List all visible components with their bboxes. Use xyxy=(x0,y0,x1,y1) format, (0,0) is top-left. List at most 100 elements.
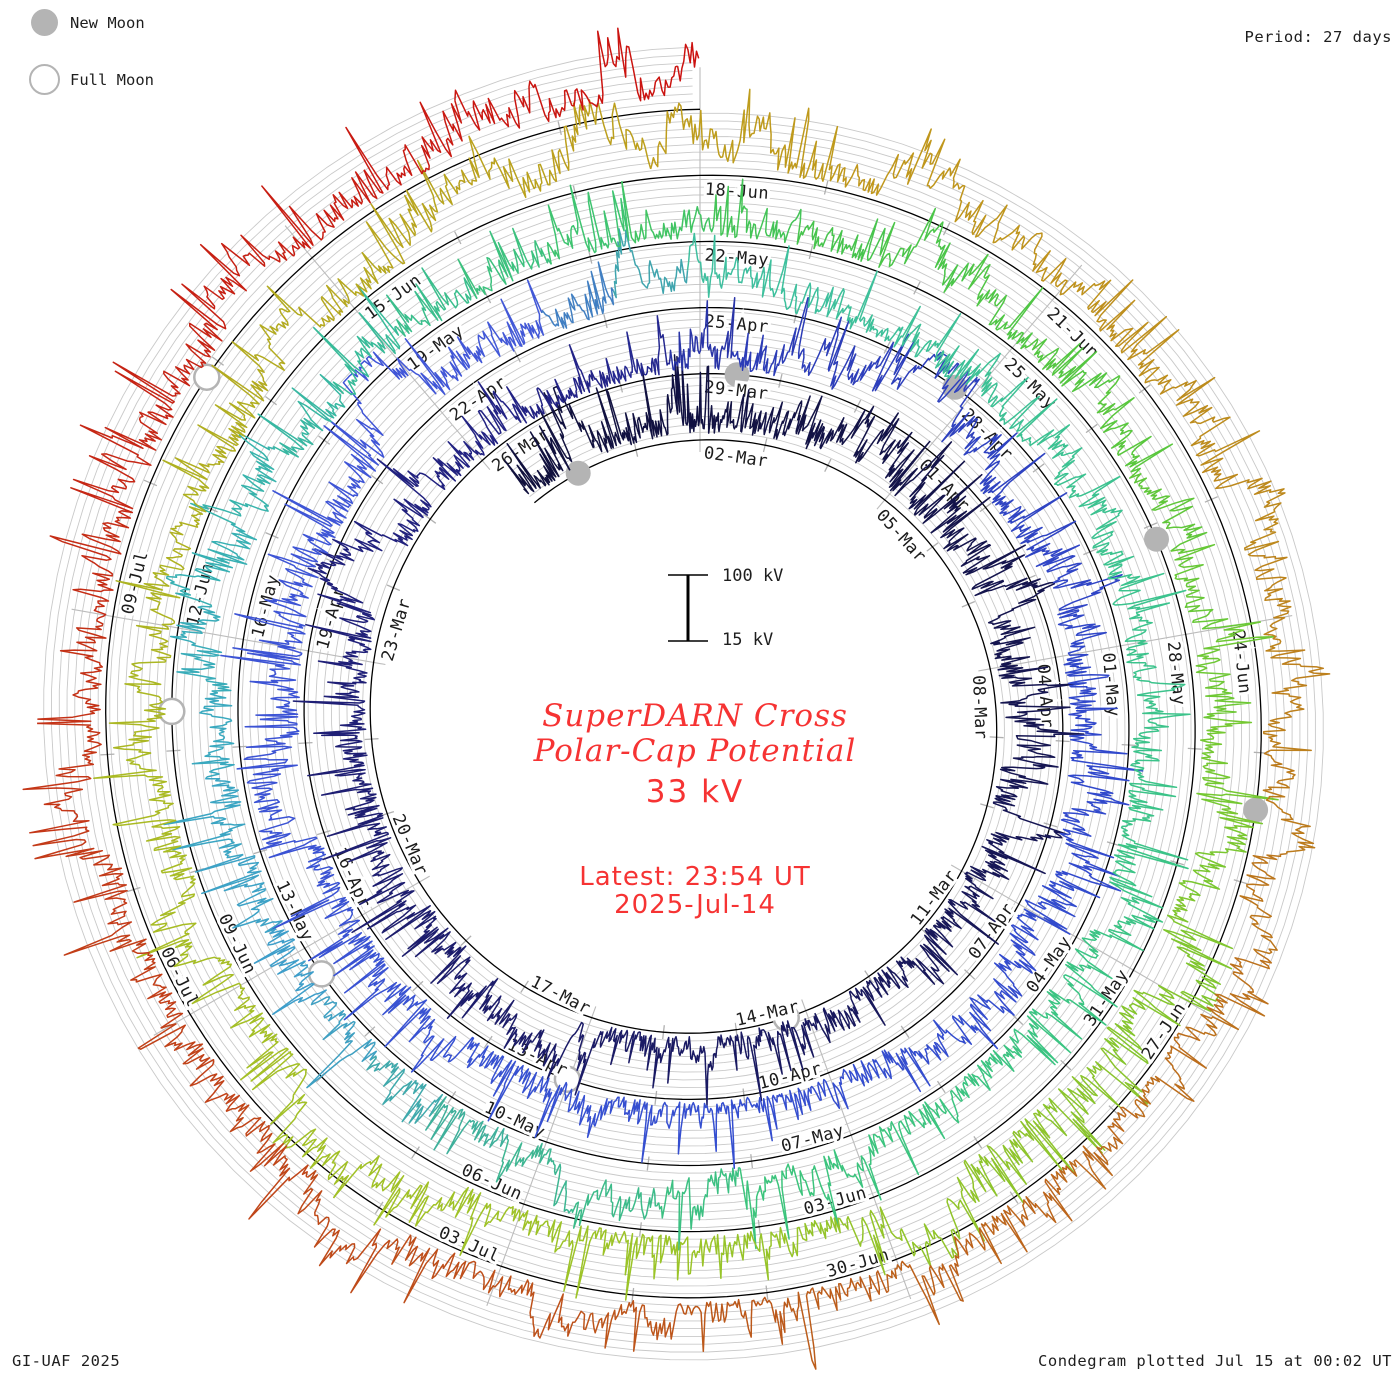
potential-trace-segment xyxy=(136,845,197,959)
potential-trace-segment xyxy=(1157,376,1261,468)
potential-trace-segment xyxy=(1042,1047,1149,1154)
grid-ring xyxy=(97,101,1270,1306)
full-moon-marker xyxy=(307,960,336,988)
potential-trace-segment xyxy=(442,1186,540,1256)
potential-trace-segment xyxy=(457,227,552,300)
new-moon-marker xyxy=(565,460,591,486)
potential-trace-segment xyxy=(1251,554,1292,652)
potential-trace-segment xyxy=(899,1159,987,1269)
potential-trace-segment xyxy=(292,679,367,740)
full-moon-marker xyxy=(158,697,186,726)
plot-title-line2: Polar-Cap Potential xyxy=(533,733,857,769)
potential-trace-segment xyxy=(313,283,401,396)
potential-trace-segment xyxy=(823,1126,894,1232)
potential-trace xyxy=(22,27,1331,1370)
potential-trace-segment xyxy=(1063,924,1144,1008)
potential-trace-segment xyxy=(455,135,558,199)
potential-trace-segment xyxy=(332,1155,444,1227)
potential-trace-segment xyxy=(621,181,715,244)
potential-trace-segment xyxy=(1009,989,1107,1066)
potential-trace-segment xyxy=(261,169,378,257)
potential-trace-segment xyxy=(963,432,1046,506)
potential-trace-segment xyxy=(786,1270,889,1370)
new-moon-legend-icon xyxy=(31,9,58,36)
potential-trace-segment xyxy=(987,608,1036,671)
potential-trace-segment xyxy=(1195,621,1276,720)
potential-trace-segment xyxy=(270,853,354,931)
potential-trace-segment xyxy=(970,1109,1078,1205)
potential-trace-segment xyxy=(225,1102,309,1220)
new-moon-marker xyxy=(1144,526,1169,552)
potential-trace-segment xyxy=(322,793,392,863)
potential-trace-segment xyxy=(554,344,611,405)
spiral-date-label: 03-Jul xyxy=(436,1223,503,1267)
potential-trace-segment xyxy=(307,538,375,622)
potential-trace-segment xyxy=(381,904,457,958)
potential-trace-segment xyxy=(306,996,378,1089)
potential-trace-segment xyxy=(298,251,391,328)
potential-trace-segment xyxy=(649,88,751,170)
potential-trace-segment xyxy=(612,228,689,299)
potential-trace-segment xyxy=(253,928,327,1015)
potential-trace-segment xyxy=(797,316,860,390)
potential-trace-segment xyxy=(651,1035,710,1107)
grid-ring xyxy=(74,77,1293,1330)
potential-trace-segment xyxy=(385,267,478,337)
potential-trace-segment xyxy=(962,544,1056,611)
potential-trace-segment xyxy=(1134,1032,1207,1119)
potential-trace-segment xyxy=(748,107,844,183)
potential-trace-segment xyxy=(234,575,313,649)
potential-trace-segment xyxy=(112,322,223,420)
potential-trace-segment xyxy=(1067,674,1118,744)
potential-trace-segment xyxy=(447,406,502,472)
scale-bar-icon xyxy=(668,574,708,642)
potential-trace-segment xyxy=(582,1300,687,1352)
potential-trace-segment xyxy=(504,425,571,495)
potential-trace-segment xyxy=(1178,808,1264,897)
potential-trace-segment xyxy=(685,1296,788,1353)
spiral-date-label: 23-Mar xyxy=(378,596,416,663)
potential-trace-segment xyxy=(1020,338,1121,393)
potential-trace-segment xyxy=(270,1093,350,1199)
potential-trace-segment xyxy=(163,776,246,859)
potential-trace-segment xyxy=(479,990,533,1054)
potential-trace-segment xyxy=(686,232,766,298)
potential-trace-segment xyxy=(1130,694,1191,771)
potential-trace-segment xyxy=(115,564,183,662)
potential-trace-segment xyxy=(342,351,403,458)
potential-trace-segment xyxy=(170,234,295,331)
grid-spoke xyxy=(284,225,491,471)
potential-trace-segment xyxy=(811,405,876,464)
potential-trace-segment xyxy=(365,159,459,269)
potential-trace-segment xyxy=(930,496,992,574)
potential-trace-segment xyxy=(535,1219,627,1299)
potential-trace-segment xyxy=(376,457,462,519)
potential-trace-segment xyxy=(949,158,1026,251)
potential-trace-segment xyxy=(906,919,959,985)
potential-trace-segment xyxy=(1170,543,1261,630)
spiral-date-label: 25-Apr xyxy=(704,311,770,337)
potential-trace-segment xyxy=(940,871,999,945)
potential-trace-segment xyxy=(70,411,167,519)
potential-trace-segment xyxy=(1124,616,1186,696)
potential-trace-segment xyxy=(386,1234,485,1304)
potential-trace-segment xyxy=(1055,807,1122,892)
potential-trace-segment xyxy=(999,720,1085,778)
potential-trace-segment xyxy=(305,617,372,681)
potential-trace-segment xyxy=(191,692,235,778)
potential-trace-segment xyxy=(366,1055,444,1124)
potential-trace-segment xyxy=(855,333,948,392)
potential-trace-segment xyxy=(997,666,1076,723)
grid-ring xyxy=(66,70,1301,1337)
grid-ring xyxy=(82,85,1285,1322)
potential-trace-segment xyxy=(817,1058,888,1110)
potential-trace-segment xyxy=(165,523,258,608)
potential-trace-segment xyxy=(965,352,1041,430)
potential-trace-segment xyxy=(1092,279,1180,386)
potential-trace-segment xyxy=(833,270,904,348)
potential-trace-segment xyxy=(137,1023,241,1112)
potential-trace-segment xyxy=(753,1084,823,1142)
potential-trace-segment xyxy=(477,381,558,432)
potential-trace-segment xyxy=(551,99,652,182)
